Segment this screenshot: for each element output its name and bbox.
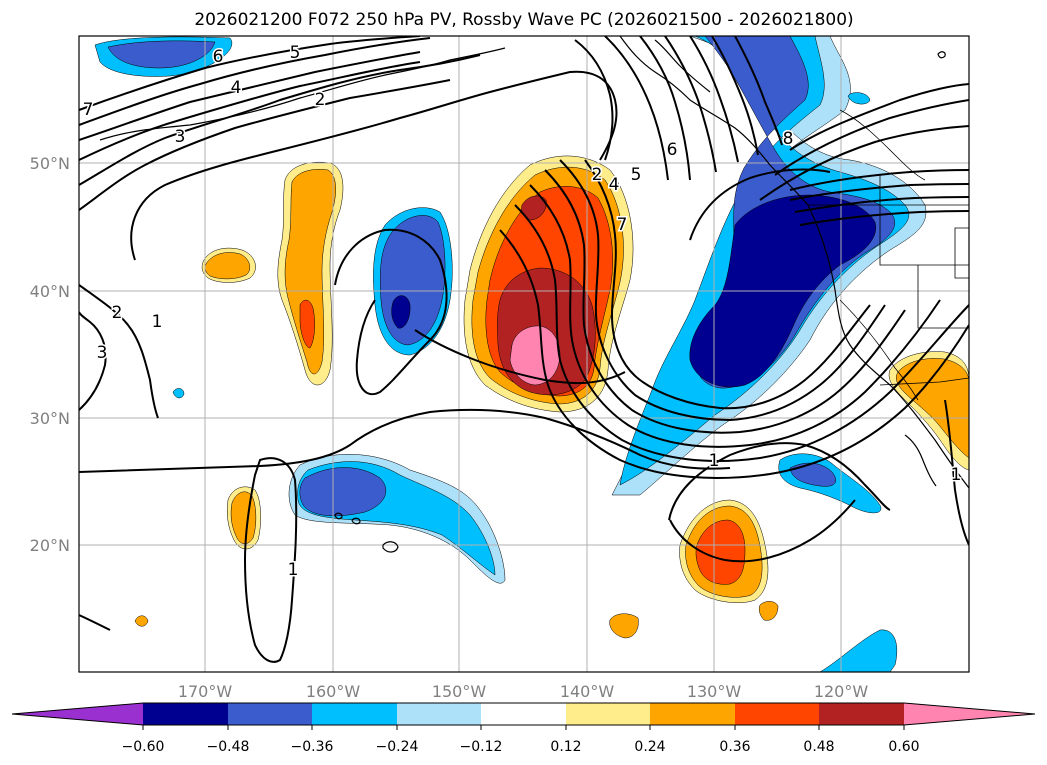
contour-label: 6 — [667, 140, 678, 160]
colorbar-segment — [228, 703, 312, 725]
shaded-region — [172, 388, 185, 399]
colorbar-tick-label: 0.36 — [719, 739, 750, 755]
colorbar-tick-label: 0.24 — [634, 739, 665, 755]
shaded-region — [134, 615, 149, 627]
colorbar-tick-label: −0.12 — [460, 739, 503, 755]
shaded-region — [758, 601, 779, 621]
colorbar-tick-label: −0.36 — [291, 739, 334, 755]
contour-label: 7 — [617, 215, 628, 235]
contour-label: 5 — [290, 43, 301, 63]
shaded-region — [391, 295, 411, 329]
contour-label: 1 — [709, 451, 720, 471]
contour-label: 7 — [83, 100, 94, 120]
shaded-region — [299, 299, 315, 349]
colorbar-segment — [481, 703, 566, 725]
colorbar-tick-label: −0.48 — [207, 739, 250, 755]
colorbar-tick-label: 0.60 — [888, 739, 919, 755]
contour-label: 1 — [152, 312, 163, 332]
shading-negative-top-left — [94, 36, 233, 77]
colorbar-segment — [566, 703, 650, 725]
contour-label: 4 — [231, 78, 242, 98]
colorbar-tick-label: −0.60 — [122, 739, 165, 755]
lat-label-50n: 50°N — [30, 154, 70, 173]
contour-label: 5 — [631, 165, 642, 185]
colorbar-segment — [650, 703, 735, 725]
colorbar-segment — [735, 703, 819, 725]
lat-label-40n: 40°N — [30, 282, 70, 301]
contour-label: 2 — [315, 90, 326, 110]
map-title: 2026021200 F072 250 hPa PV, Rossby Wave … — [194, 10, 853, 30]
lon-label-160w: 160°W — [306, 682, 361, 701]
colorbar-segment — [819, 703, 904, 725]
colorbar-tick-label: 0.12 — [550, 739, 581, 755]
latitude-labels: 50°N 40°N 30°N 20°N — [30, 154, 70, 555]
contour-label: 8 — [783, 129, 794, 149]
colorbar-segment — [143, 703, 228, 725]
contour-label: 1 — [288, 560, 299, 580]
pv-contours — [79, 36, 969, 663]
contour-label: 3 — [175, 127, 186, 147]
lon-label-130w: 130°W — [687, 682, 742, 701]
contour-labels: 6 5 4 3 2 7 2 1 3 2 4 5 6 7 8 1 1 1 — [81, 42, 963, 582]
longitude-labels: 170°W 160°W 150°W 140°W 130°W 120°W — [178, 682, 869, 701]
colorbar-segment — [12, 703, 143, 725]
contour-label: 6 — [213, 47, 224, 67]
contour-label: 4 — [609, 175, 620, 195]
map-frame — [78, 35, 970, 673]
colorbar-segment — [904, 703, 1035, 725]
shaded-region — [284, 169, 336, 375]
colorbar: −0.60 −0.48 −0.36 −0.24 −0.12 0.12 0.24 … — [11, 702, 1036, 755]
colorbar-tick-label: 0.48 — [803, 739, 834, 755]
shaded-region — [819, 629, 898, 672]
lat-label-20n: 20°N — [30, 536, 70, 555]
lon-label-120w: 120°W — [814, 682, 869, 701]
lon-label-150w: 150°W — [432, 682, 487, 701]
contour-label: 1 — [951, 465, 962, 485]
shading-negative-southeast — [172, 388, 898, 672]
shaded-region — [299, 467, 387, 517]
contour-label: 3 — [97, 343, 108, 363]
colorbar-segment — [312, 703, 397, 725]
colorbar-tick-label: −0.24 — [376, 739, 419, 755]
political-borders — [808, 109, 969, 401]
contour-label: 2 — [592, 165, 603, 185]
shading-negative-hawaii — [288, 454, 506, 584]
colorbar-ticks — [142, 725, 905, 730]
shaded-region — [204, 252, 251, 280]
shaded-region — [847, 92, 871, 105]
shaded-region — [107, 40, 216, 69]
shaded-region — [609, 613, 639, 639]
lat-label-30n: 30°N — [30, 409, 70, 428]
map-panel: 6 5 4 3 2 7 2 1 3 2 4 5 6 7 8 1 1 1 — [78, 35, 970, 673]
shading-negative-central-pacific — [373, 207, 453, 356]
lon-label-170w: 170°W — [178, 682, 233, 701]
shading-positive-main-ridge — [463, 155, 634, 413]
shading-positive-west — [134, 162, 344, 627]
shading-positive-east — [609, 351, 969, 639]
shaded-region — [695, 519, 746, 585]
colorbar-segment — [397, 703, 481, 725]
lon-label-140w: 140°W — [560, 682, 615, 701]
contour-label: 2 — [112, 303, 123, 323]
